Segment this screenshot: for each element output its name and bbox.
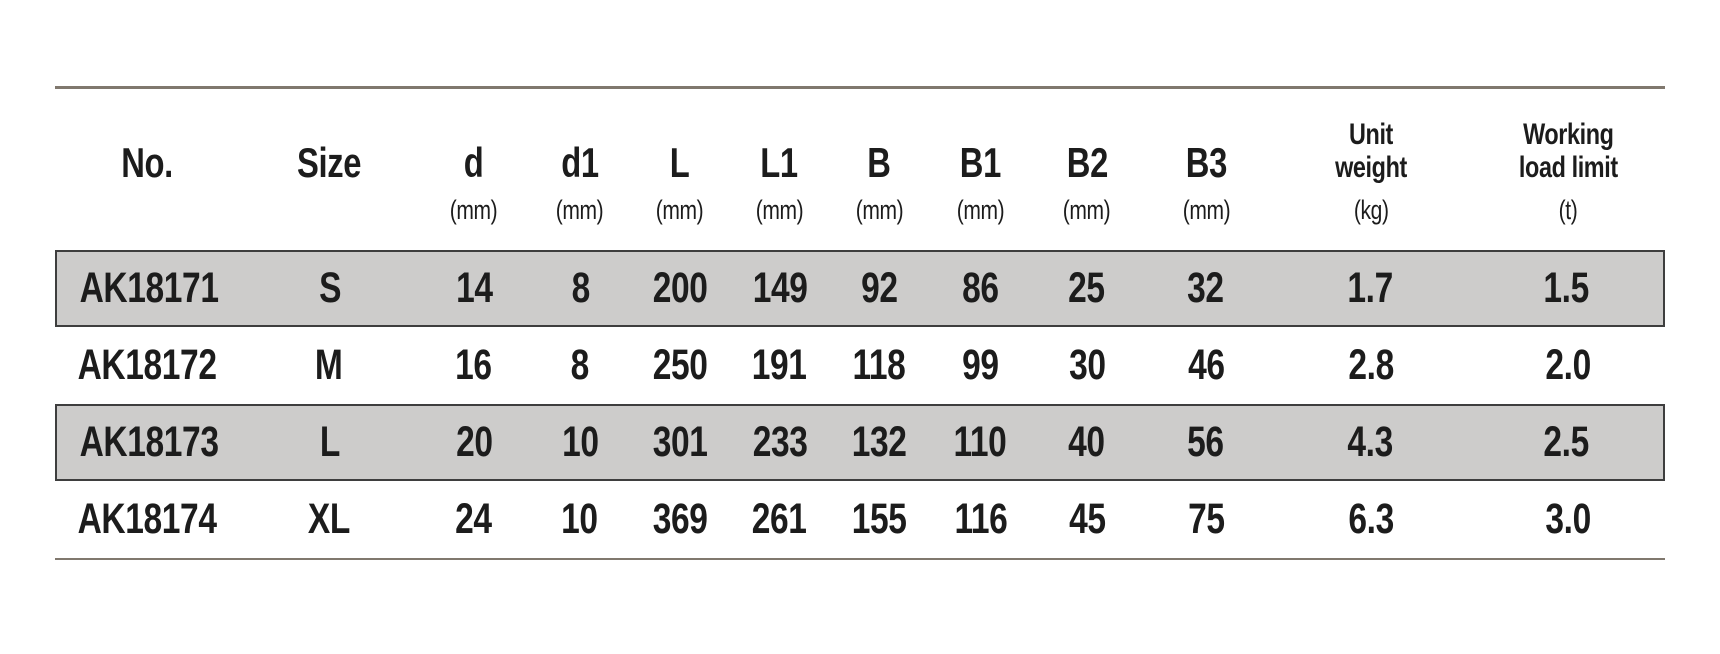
table-cell: 110 [953, 418, 1007, 466]
header-unit: (mm) [755, 195, 804, 226]
header-cell-b1: B1 (mm) [929, 89, 1032, 250]
table-row-ak18171: AK18171 S 14 8 200 149 92 86 25 32 1.7 1… [55, 250, 1665, 327]
header-unit: (mm) [449, 195, 498, 226]
table-cell: 10 [561, 495, 599, 543]
header-unit: (mm) [655, 195, 704, 226]
table-cell: 1.5 [1543, 264, 1590, 312]
header-unit: (mm) [556, 195, 604, 226]
header-label: B3 [1185, 139, 1227, 186]
table-header-row: No. Size d (mm) d1 (mm) L (mm) L1 (mm) B… [55, 89, 1665, 250]
table-cell: 99 [962, 341, 999, 389]
table-cell: AK18173 [79, 418, 219, 466]
table-cell: 118 [852, 341, 906, 389]
table-row-ak18173: AK18173 L 20 10 301 233 132 110 40 56 4.… [55, 404, 1665, 481]
header-cell-no: No. [55, 89, 240, 250]
header-label: Unit weight [1335, 118, 1407, 184]
table-cell: XL [307, 495, 350, 543]
table-cell: 86 [962, 264, 999, 312]
table-row-ak18172: AK18172 M 16 8 250 191 118 99 30 46 2.8 … [55, 327, 1665, 404]
table-cell: 2.5 [1543, 418, 1590, 466]
table-cell: 75 [1187, 495, 1225, 543]
header-cell-b3: B3 (mm) [1142, 89, 1271, 250]
table-cell: 116 [954, 495, 1008, 543]
header-cell-l1: L1 (mm) [730, 89, 830, 250]
header-cell-l: L (mm) [630, 89, 730, 250]
header-unit: (mm) [855, 195, 904, 226]
table-cell: 261 [752, 495, 807, 543]
table-cell: 233 [752, 418, 808, 466]
table-cell: M [314, 341, 343, 389]
table-cell: 56 [1186, 418, 1224, 466]
header-label: B2 [1066, 139, 1108, 186]
table-cell: 4.3 [1347, 418, 1393, 466]
header-label: L1 [760, 139, 799, 186]
table-cell: 369 [652, 495, 708, 543]
spec-table: No. Size d (mm) d1 (mm) L (mm) L1 (mm) B… [55, 86, 1665, 560]
header-cell-size: Size [240, 89, 417, 250]
header-label: Size [296, 139, 361, 186]
header-cell-d1: d1 (mm) [530, 89, 630, 250]
table-cell: 200 [652, 264, 708, 312]
header-cell-working-load-limit: Working load limit (t) [1472, 89, 1665, 250]
header-label: d [463, 139, 484, 186]
table-cell: 149 [752, 264, 808, 312]
table-cell: L [319, 418, 341, 466]
table-cell: 32 [1186, 264, 1224, 312]
table-cell: 155 [851, 495, 907, 543]
table-cell: 2.8 [1348, 341, 1394, 389]
table-row-ak18174: AK18174 XL 24 10 369 261 155 116 45 75 6… [55, 481, 1665, 558]
table-cell: S [319, 264, 342, 312]
table-cell: 8 [570, 341, 590, 389]
table-cell: 301 [652, 418, 708, 466]
table-cell: AK18171 [79, 264, 219, 312]
table-cell: 30 [1068, 341, 1106, 389]
table-cell: 1.7 [1347, 264, 1393, 312]
header-unit: (t) [1558, 195, 1578, 226]
header-unit: (mm) [1182, 195, 1230, 226]
table-cell: 16 [455, 341, 492, 389]
table-top-rule [55, 86, 1665, 89]
header-cell-b: B (mm) [829, 89, 929, 250]
header-unit: (mm) [1063, 195, 1111, 226]
table-cell: 92 [860, 264, 898, 312]
table-cell: 24 [455, 495, 492, 543]
header-label: B [867, 139, 892, 186]
table-cell: AK18174 [78, 495, 218, 543]
table-cell: 6.3 [1348, 495, 1394, 543]
table-cell: 250 [652, 341, 708, 389]
table-cell: 45 [1068, 495, 1106, 543]
table-bottom-rule [55, 558, 1665, 560]
table-cell: 3.0 [1545, 495, 1592, 543]
table-cell: 2.0 [1545, 341, 1592, 389]
header-cell-d: d (mm) [417, 89, 530, 250]
table-cell: 25 [1068, 264, 1105, 312]
header-unit: (mm) [956, 195, 1005, 226]
header-cell-b2: B2 (mm) [1032, 89, 1141, 250]
header-label: L [669, 139, 690, 186]
table-cell: 8 [571, 264, 590, 312]
table-cell: 14 [456, 264, 493, 312]
table-cell: 191 [752, 341, 807, 389]
table-cell: 46 [1187, 341, 1225, 389]
header-unit: (kg) [1353, 195, 1389, 226]
table-cell: 10 [562, 418, 599, 466]
header-label: B1 [960, 139, 1002, 186]
header-label: Working load limit [1518, 118, 1618, 184]
header-cell-unit-weight: Unit weight (kg) [1270, 89, 1471, 250]
table-cell: AK18172 [78, 341, 218, 389]
table-cell: 40 [1068, 418, 1105, 466]
table-cell: 20 [456, 418, 493, 466]
header-label: No. [121, 139, 174, 186]
header-label: d1 [561, 139, 599, 186]
table-cell: 132 [851, 418, 907, 466]
